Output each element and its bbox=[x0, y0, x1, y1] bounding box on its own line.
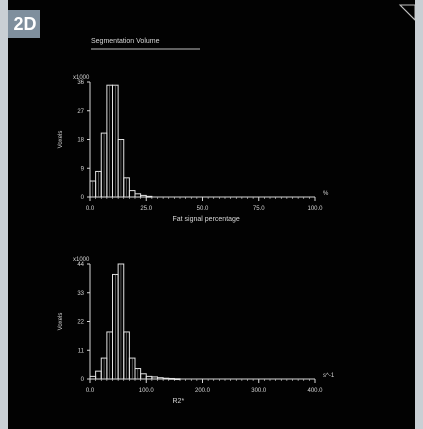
x-tick-label: 25.0 bbox=[140, 206, 152, 212]
segmentation-volume-title: Segmentation Volume bbox=[91, 38, 160, 45]
y-tick-label: 0 bbox=[81, 195, 85, 201]
y-tick-label: 18 bbox=[77, 138, 84, 144]
r2-star-histogram: 0 11 22 33 44 0.0 100.0 200.0 300.0 400.0 x1000 Vox… bbox=[58, 257, 335, 405]
histogram-bar bbox=[168, 377, 175, 380]
y-tick-label: 0 bbox=[81, 377, 85, 383]
x-tick-label: 0.0 bbox=[86, 206, 95, 212]
histogram-bar bbox=[145, 375, 153, 380]
x-tick-label: 100.0 bbox=[307, 206, 323, 212]
x-tick-label: 100.0 bbox=[139, 388, 155, 394]
y-multiplier-label: x1000 bbox=[73, 75, 90, 81]
y-axis-label: Voxels bbox=[58, 131, 64, 149]
x-axis-label: R2* bbox=[173, 398, 185, 405]
x-tick-label: 300.0 bbox=[251, 388, 267, 394]
histogram-bar bbox=[145, 195, 153, 198]
y-tick-label: 27 bbox=[77, 109, 84, 115]
y-tick-label: 11 bbox=[78, 348, 85, 354]
x-tick-label: 75.0 bbox=[253, 206, 265, 212]
figure-label-badge: 2D bbox=[8, 10, 40, 38]
x-tick-label: 200.0 bbox=[195, 388, 211, 394]
y-tick-label: 36 bbox=[77, 80, 84, 86]
x-unit-label: s^-1 bbox=[323, 373, 335, 379]
histogram-bar bbox=[134, 193, 142, 198]
y-tick-label: 44 bbox=[77, 262, 84, 268]
y-tick-label: 33 bbox=[77, 291, 84, 297]
x-unit-label: % bbox=[323, 191, 329, 197]
corner-diagonal-line bbox=[399, 4, 415, 21]
y-axis-label: Voxels bbox=[58, 313, 64, 331]
fat-signal-percentage-histogram: 0 9 18 27 36 0.0 25.0 50.0 75.0 100.0 x1000 Voxels%… bbox=[58, 75, 329, 223]
histogram-bar bbox=[95, 370, 102, 380]
histogram-bar bbox=[162, 377, 170, 380]
histogram-bar bbox=[157, 377, 164, 380]
histogram-viewer: Segmentation Volume 0 9 18 27 36 0.0 25.0 50.0 7… bbox=[8, 0, 415, 429]
y-tick-label: 22 bbox=[77, 320, 84, 326]
x-tick-label: 400.0 bbox=[307, 388, 323, 394]
y-multiplier-label: x1000 bbox=[73, 257, 90, 263]
x-tick-label: 0.0 bbox=[86, 388, 95, 394]
histogram-bar bbox=[151, 376, 158, 380]
x-axis-label: Fat signal percentage bbox=[173, 216, 240, 223]
y-tick-label: 9 bbox=[81, 166, 85, 172]
histogram-canvas: Segmentation Volume 0 9 18 27 36 0.0 25.0 50.0 7… bbox=[58, 4, 415, 405]
x-tick-label: 50.0 bbox=[197, 206, 209, 212]
histogram-bar bbox=[140, 373, 147, 380]
histogram-bar bbox=[128, 190, 136, 198]
histogram-bar bbox=[140, 194, 147, 198]
histogram-bar bbox=[173, 378, 181, 381]
histogram-bar bbox=[89, 375, 97, 380]
